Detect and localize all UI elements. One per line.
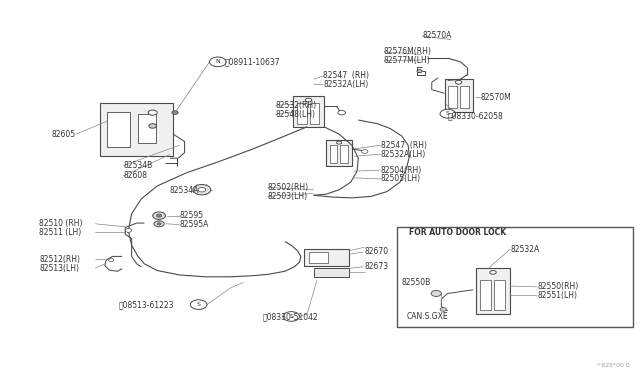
Bar: [100, 103, 173, 156]
Text: 82547  (RH): 82547 (RH): [381, 141, 427, 150]
Text: 82608: 82608: [124, 171, 147, 180]
Text: CAN.S.GXE: CAN.S.GXE: [406, 312, 448, 321]
Bar: [480, 280, 490, 310]
Text: 82551(LH): 82551(LH): [537, 291, 577, 300]
Bar: [460, 86, 468, 108]
Text: Ⓢ08513-61223: Ⓢ08513-61223: [119, 301, 174, 310]
Circle shape: [149, 124, 157, 128]
Text: 82511 (LH): 82511 (LH): [39, 228, 81, 237]
Bar: [304, 249, 349, 266]
Circle shape: [154, 221, 164, 227]
Text: 82595A: 82595A: [179, 220, 209, 229]
Circle shape: [153, 212, 166, 219]
Circle shape: [490, 270, 496, 274]
Text: 82548(LH): 82548(LH): [275, 110, 316, 119]
Text: 82577M(LH): 82577M(LH): [384, 56, 431, 65]
Text: 82570M: 82570M: [481, 93, 512, 102]
Text: Ⓢ08330-51042: Ⓢ08330-51042: [262, 312, 318, 321]
Bar: [108, 112, 130, 147]
Text: 82532A(LH): 82532A(LH): [323, 80, 369, 89]
Bar: [476, 267, 509, 314]
Bar: [138, 114, 156, 143]
Text: 82510 (RH): 82510 (RH): [39, 219, 83, 228]
Text: 82576M(RH): 82576M(RH): [384, 47, 432, 56]
Text: 82673: 82673: [365, 262, 389, 271]
Text: 82534A: 82534A: [170, 186, 198, 195]
Bar: [340, 145, 348, 163]
Circle shape: [337, 141, 342, 144]
Circle shape: [198, 187, 205, 192]
Text: S: S: [289, 314, 293, 319]
Circle shape: [283, 312, 300, 321]
Text: 82534B: 82534B: [124, 161, 152, 170]
Text: Ⓢ08330-62058: Ⓢ08330-62058: [448, 111, 504, 120]
Circle shape: [209, 57, 226, 67]
Circle shape: [440, 109, 456, 118]
Text: 82532(RH): 82532(RH): [275, 101, 316, 110]
Text: 82513(LH): 82513(LH): [39, 264, 79, 273]
Bar: [397, 227, 633, 327]
Bar: [314, 267, 349, 277]
Text: 82505(LH): 82505(LH): [381, 174, 420, 183]
Bar: [297, 103, 307, 124]
Text: 82503(LH): 82503(LH): [268, 192, 308, 201]
Text: 82670: 82670: [365, 247, 389, 256]
Circle shape: [193, 185, 211, 195]
Circle shape: [338, 110, 346, 115]
Bar: [310, 103, 319, 124]
Circle shape: [157, 223, 161, 225]
Circle shape: [440, 308, 447, 311]
Bar: [293, 96, 324, 127]
Circle shape: [172, 111, 178, 115]
Text: ^825*00 0: ^825*00 0: [596, 363, 630, 368]
Text: 82595: 82595: [179, 211, 204, 220]
Text: S: S: [446, 111, 450, 116]
Circle shape: [190, 300, 207, 310]
Bar: [330, 145, 337, 163]
Text: 82532A(LH): 82532A(LH): [381, 150, 426, 158]
Text: Ⓝ08911-10637: Ⓝ08911-10637: [224, 57, 280, 66]
Bar: [449, 86, 458, 108]
Text: 82502(RH): 82502(RH): [268, 183, 308, 192]
Circle shape: [417, 70, 422, 73]
Text: 82550B: 82550B: [402, 278, 431, 287]
Circle shape: [456, 80, 462, 84]
Text: 82547  (RH): 82547 (RH): [323, 71, 369, 80]
Text: N: N: [216, 60, 220, 64]
Circle shape: [362, 150, 368, 153]
Bar: [445, 78, 473, 112]
Text: FOR AUTO DOOR LOCK: FOR AUTO DOOR LOCK: [410, 228, 506, 237]
Circle shape: [148, 110, 157, 115]
Bar: [309, 252, 328, 263]
Text: 82605: 82605: [52, 129, 76, 139]
Text: 82512(RH): 82512(RH): [39, 255, 80, 264]
Circle shape: [305, 98, 312, 102]
Text: S: S: [196, 302, 200, 307]
Circle shape: [109, 259, 114, 262]
Text: 82532A: 82532A: [510, 244, 540, 253]
Circle shape: [157, 214, 162, 217]
Bar: [326, 140, 352, 166]
Circle shape: [125, 229, 132, 232]
Bar: [494, 280, 504, 310]
Text: 82550(RH): 82550(RH): [537, 282, 579, 291]
Text: 82504(RH): 82504(RH): [381, 166, 422, 174]
Text: 82570A: 82570A: [422, 31, 452, 41]
Circle shape: [431, 291, 442, 296]
